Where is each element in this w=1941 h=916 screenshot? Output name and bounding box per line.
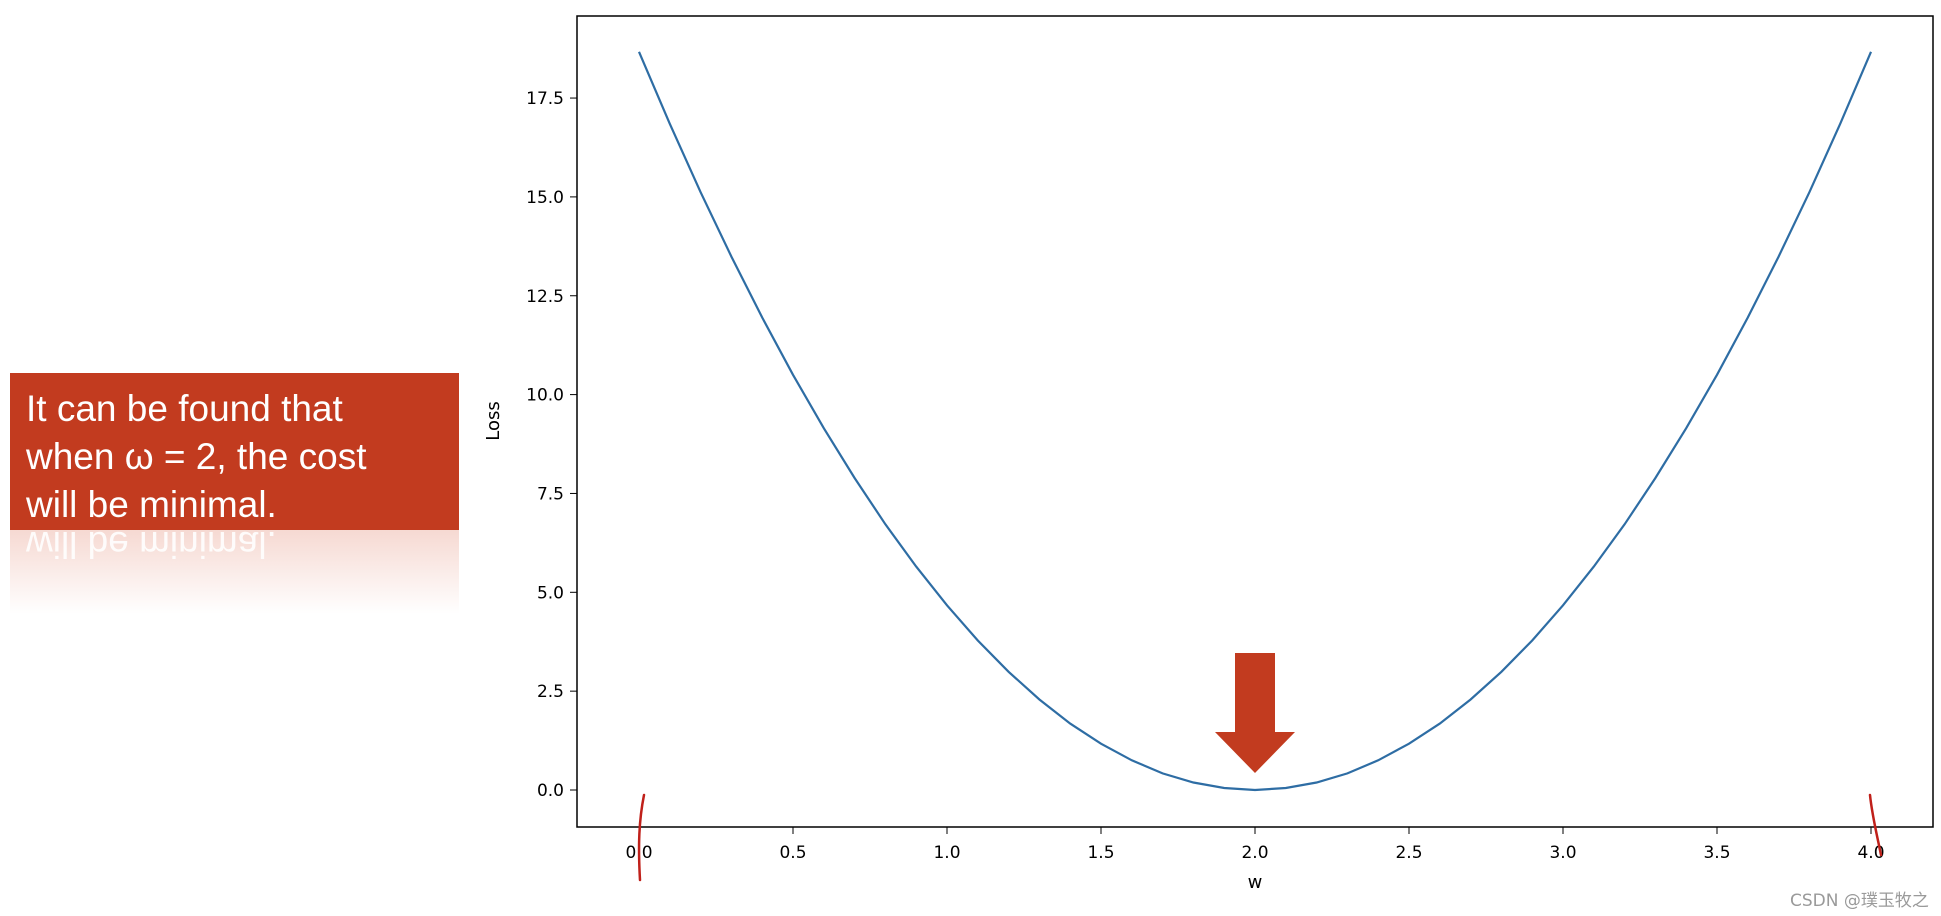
x-tick-label: 2.0: [1241, 843, 1268, 863]
y-tick-label: 5.0: [537, 583, 564, 603]
y-tick-label: 7.5: [537, 484, 564, 504]
x-tick-label: 3.5: [1703, 843, 1730, 863]
y-tick-label: 17.5: [526, 89, 564, 109]
callout-reflection: will be minimal.: [10, 530, 459, 614]
loss-curve: [637, 51, 1873, 792]
x-tick-label: 2.5: [1395, 843, 1422, 863]
y-tick-label: 15.0: [526, 188, 564, 208]
arrow-down-icon: [1215, 653, 1295, 773]
hand-drawn-mark: [1868, 793, 1883, 857]
x-tick-label: 1.0: [933, 843, 960, 863]
callout-line-3: will be minimal.: [26, 484, 277, 525]
y-tick-label: 2.5: [537, 682, 564, 702]
watermark: CSDN @璞玉牧之: [1790, 891, 1929, 911]
x-axis-label: w: [1248, 872, 1263, 893]
callout-line-2: when ω = 2, the cost: [26, 436, 367, 477]
x-tick-label: 3.0: [1549, 843, 1576, 863]
callout-box: It can be found that when ω = 2, the cos…: [10, 373, 459, 530]
reflection-text: will be minimal.: [26, 530, 277, 565]
y-axis-label: Loss: [483, 401, 504, 440]
y-tick-label: 12.5: [526, 287, 564, 307]
y-tick-label: 0.0: [537, 781, 564, 801]
hand-drawn-mark: [637, 793, 646, 882]
callout-line-1: It can be found that: [26, 388, 343, 429]
x-tick-label: 4.0: [1857, 843, 1884, 863]
y-tick-label: 10.0: [526, 386, 564, 406]
x-tick-label: 0.5: [779, 843, 806, 863]
x-tick-label: 1.5: [1087, 843, 1114, 863]
